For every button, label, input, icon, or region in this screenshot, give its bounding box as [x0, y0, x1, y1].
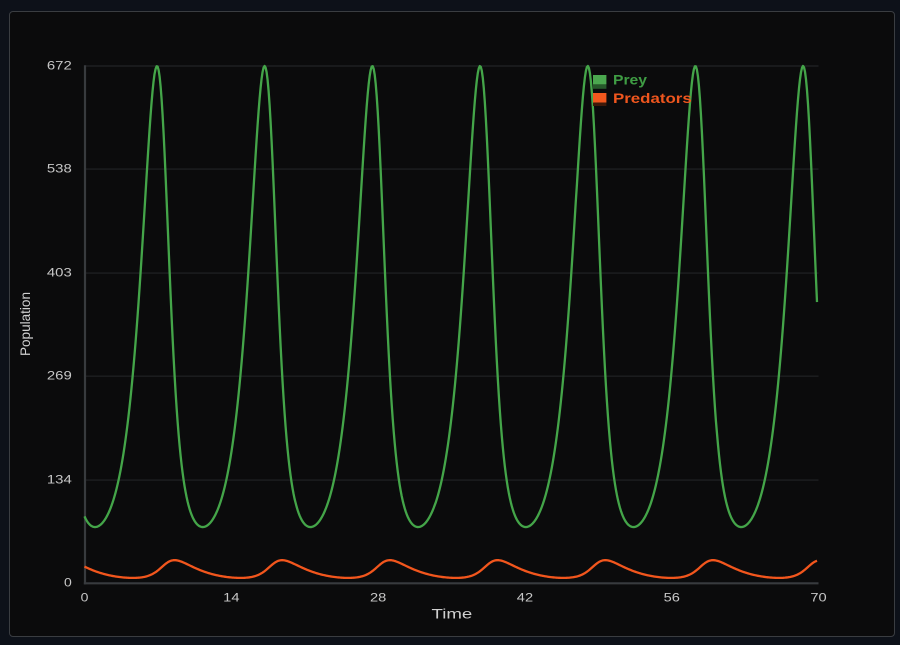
- svg-text:28: 28: [370, 590, 387, 604]
- svg-text:14: 14: [223, 590, 240, 604]
- svg-text:42: 42: [517, 590, 534, 604]
- svg-text:538: 538: [47, 162, 72, 176]
- svg-text:403: 403: [47, 266, 72, 280]
- svg-text:Time: Time: [432, 606, 473, 622]
- svg-text:Population: Population: [17, 292, 33, 356]
- svg-text:134: 134: [47, 473, 72, 487]
- svg-text:269: 269: [47, 369, 72, 383]
- svg-text:56: 56: [664, 590, 681, 604]
- svg-text:Prey: Prey: [613, 72, 647, 88]
- svg-text:0: 0: [81, 590, 89, 604]
- svg-text:672: 672: [47, 58, 72, 72]
- svg-text:Predators: Predators: [613, 90, 692, 106]
- svg-text:0: 0: [64, 576, 72, 590]
- svg-text:70: 70: [810, 590, 827, 604]
